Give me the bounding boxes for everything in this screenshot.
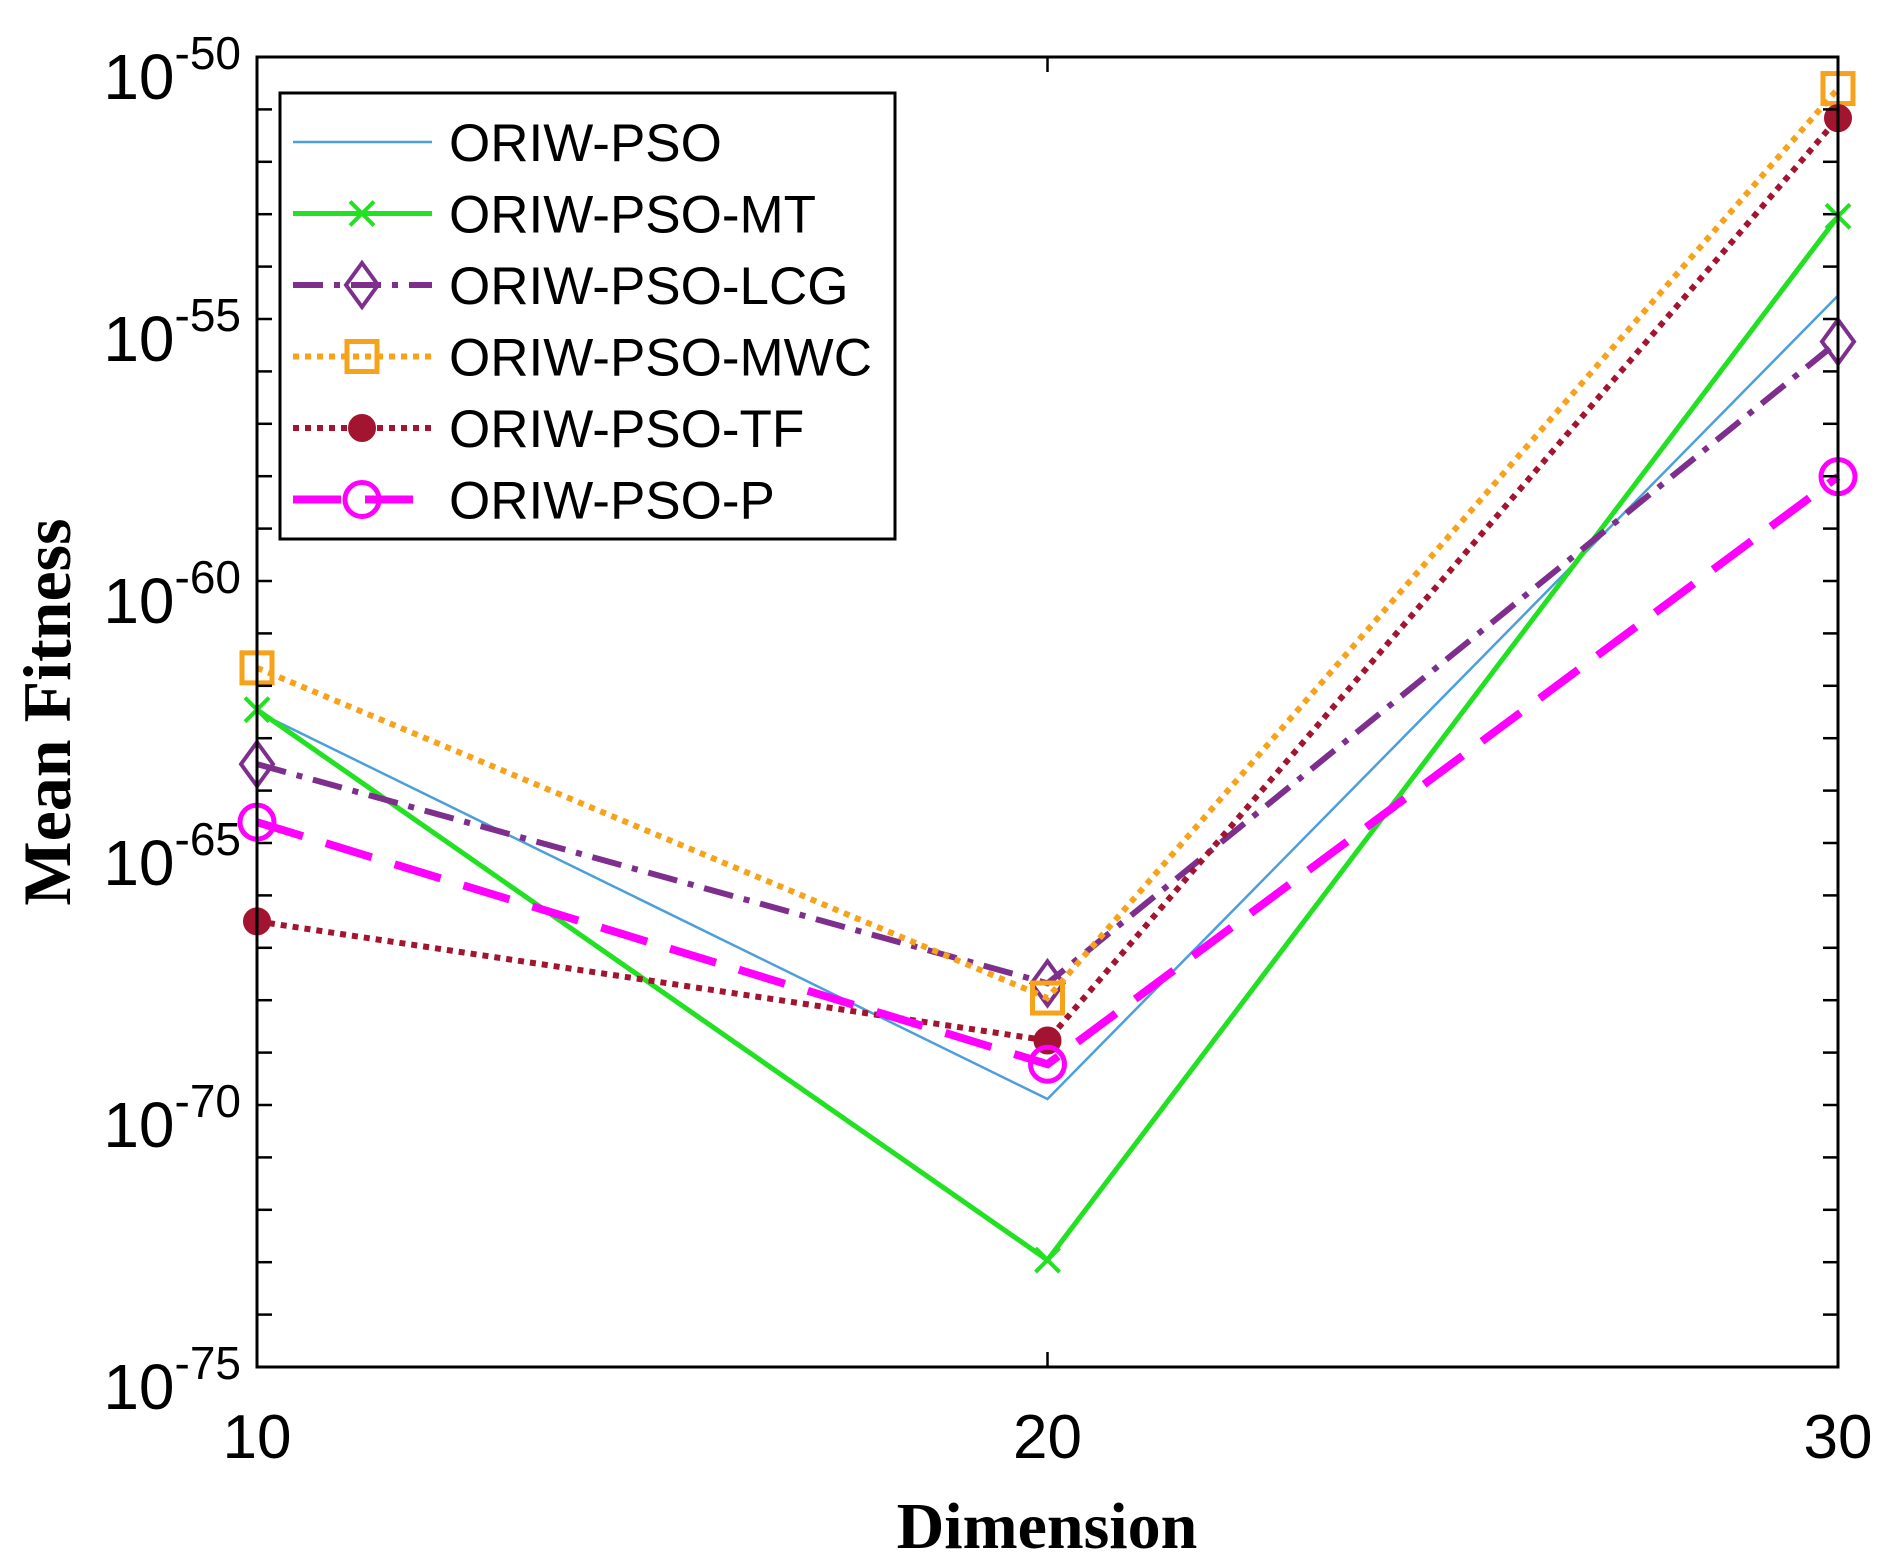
y-tick-label: 10-70 — [103, 1075, 241, 1161]
data-point-oriw-pso-mt-20 — [1034, 1246, 1061, 1274]
y-tick-label-base: 10 — [103, 303, 174, 375]
series-line-oriw-pso-tf — [256, 116, 1841, 1044]
y-tick-label-exponent: -50 — [175, 27, 241, 79]
y-tick-label-base: 10 — [103, 565, 174, 637]
legend-label: ORIW-PSO-TF — [449, 400, 804, 459]
x-tick-label: 20 — [1013, 1403, 1082, 1472]
legend-label: ORIW-PSO-LCG — [449, 257, 849, 316]
legend-entry: ORIW-PSO — [293, 114, 722, 173]
y-tick-label-base: 10 — [103, 41, 174, 113]
series-line-oriw-pso-p — [255, 473, 1841, 1069]
legend-entry: ORIW-PSO-P — [293, 472, 775, 531]
legend-label: ORIW-PSO-MWC — [449, 329, 872, 388]
y-tick-label: 10-55 — [103, 289, 241, 375]
y-tick-label: 10-65 — [103, 813, 241, 899]
y-tick-label-exponent: -55 — [175, 289, 241, 341]
y-tick-label: 10-50 — [103, 27, 241, 113]
y-axis-label: Mean Fitness — [9, 518, 85, 905]
legend-label: ORIW-PSO — [449, 114, 722, 173]
y-tick-label-exponent: -65 — [175, 813, 241, 865]
legend-entry: ORIW-PSO-MT — [293, 186, 816, 245]
legend-label: ORIW-PSO-P — [449, 472, 775, 531]
x-tick-label: 10 — [223, 1403, 292, 1472]
legend-marker-sample — [348, 200, 376, 227]
data-point-oriw-pso-lcg-20 — [1029, 957, 1066, 1009]
legend-entry: ORIW-PSO-LCG — [293, 257, 849, 316]
legend-marker-sample — [343, 259, 381, 311]
data-point-oriw-pso-mwc-20 — [1030, 980, 1065, 1016]
y-tick-label-base: 10 — [103, 1351, 174, 1423]
y-tick-label: 10-75 — [103, 1337, 241, 1423]
x-tick-label: 30 — [1804, 1403, 1873, 1472]
legend-marker-sample — [344, 339, 380, 374]
legend-entry: ORIW-PSO-TF — [293, 400, 804, 459]
y-tick-label-exponent: -75 — [175, 1337, 241, 1389]
y-tick-label-base: 10 — [103, 827, 174, 899]
y-tick-label-base: 10 — [103, 1089, 174, 1161]
legend-marker-sample — [348, 414, 376, 442]
x-axis-label: Dimension — [897, 1490, 1198, 1563]
legend: ORIW-PSO ORIW-PSO-MT ORIW-PSO-LCG ORIW-PSO-… — [278, 91, 897, 541]
legend-marker-sample — [342, 480, 382, 519]
legend-entry: ORIW-PSO-MWC — [293, 329, 872, 388]
series-line-oriw-pso-mwc — [255, 86, 1841, 1002]
legend-box — [278, 91, 897, 541]
y-tick-label-exponent: -60 — [175, 551, 241, 603]
y-tick-label: 10-60 — [103, 551, 241, 637]
data-point-oriw-pso-p-20 — [1028, 1044, 1067, 1084]
legend-label: ORIW-PSO-MT — [449, 186, 816, 245]
y-tick-label-exponent: -70 — [175, 1075, 241, 1127]
